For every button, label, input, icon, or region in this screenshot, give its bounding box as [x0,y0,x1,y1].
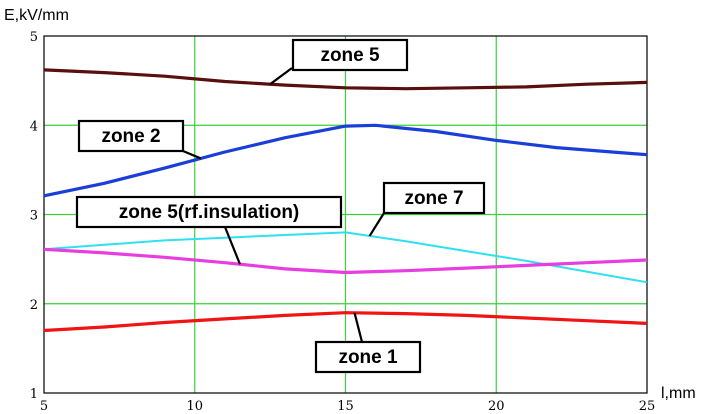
callout-box [77,119,185,153]
callout-box [75,195,343,229]
x-tick-label: 15 [337,399,354,414]
callout-label: zone 1 [338,347,398,368]
x-axis-label: l,mm [661,385,696,402]
series-line-zone-1 [43,311,648,333]
callout-leader [353,312,364,343]
series-line-zone-2 [43,123,648,198]
x-tick-label: 5 [40,399,48,414]
y-tick-label: 1 [30,387,38,402]
callout-leader [182,149,202,160]
plot-frame [43,35,648,394]
y-tick-label: 5 [30,30,38,45]
callout-box [291,38,409,72]
callout-label: zone 7 [404,188,463,209]
callout-leader [223,226,241,265]
callout-leader [368,212,385,237]
y-tick-label: 4 [30,119,38,134]
y-axis-label: E,kV/mm [4,7,69,24]
callout-label: zone 5(rf.insulation) [119,202,300,223]
series-line-zone-5-rf-insulation- [43,247,648,275]
callouts: zone 5 zone 2 zone 7 zone 5(rf.insulation) z… [75,38,486,374]
series-line-zone-5 [43,68,648,91]
callout-leaders [182,67,385,343]
x-tick-label: 20 [488,399,505,414]
tick-labels: 5 10 15 20 25 1 2 3 4 5 [30,30,656,414]
callout-box [382,181,486,215]
y-tick-label: 3 [30,209,38,224]
x-tick-label: 10 [186,399,203,414]
callout-label: zone 5 [320,45,380,66]
callout-leader [269,67,293,86]
callout-label: zone 2 [101,126,160,147]
series-lines [43,68,648,333]
y-tick-label: 2 [30,298,38,313]
x-tick-label: 25 [639,399,656,414]
callout-box [314,340,422,374]
